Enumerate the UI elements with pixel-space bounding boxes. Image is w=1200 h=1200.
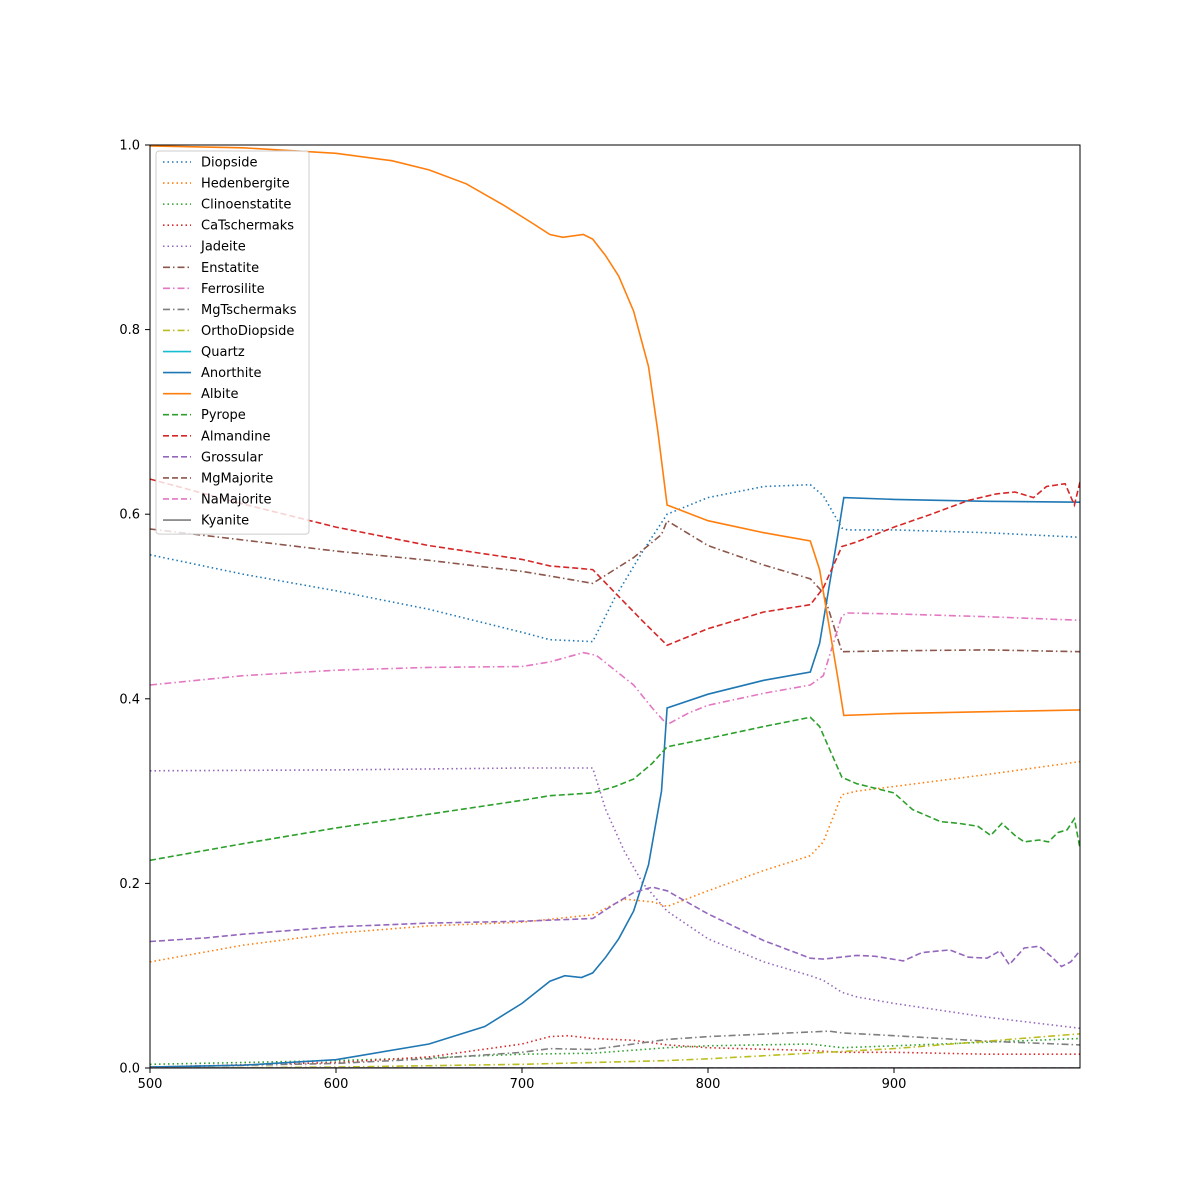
y-tick-label: 0.4 (119, 692, 140, 707)
legend-label: MgMajorite (201, 471, 273, 486)
legend-label: NaMajorite (201, 492, 272, 507)
x-tick-label: 500 (138, 1077, 163, 1092)
x-tick-label: 700 (510, 1077, 535, 1092)
x-tick-label: 800 (696, 1077, 721, 1092)
x-tick-label: 600 (324, 1077, 349, 1092)
legend-label: Clinoenstatite (201, 198, 291, 213)
legend-label: Kyanite (201, 514, 249, 529)
series-line-catschermaks (150, 1034, 1080, 1068)
y-axis: 0.0 0.2 0.4 0.6 0.8 1.0 (119, 139, 150, 1077)
plot-frame (149, 144, 1081, 1069)
series-line-diopside (150, 483, 1080, 643)
series-line-anorthite (150, 496, 1080, 1068)
series-line-ferrosilite (150, 612, 1080, 726)
legend-label: Albite (201, 387, 238, 402)
legend-label: Ferrosilite (201, 282, 265, 297)
y-tick-label: 0.6 (119, 508, 140, 523)
legend-label: Hedenbergite (201, 177, 290, 192)
series-line-almandine (150, 478, 1080, 647)
legend-label: Grossular (201, 450, 263, 465)
series-layer (150, 145, 1080, 1068)
y-tick-label: 0.0 (119, 1062, 140, 1077)
series-line-hedenbergite (150, 760, 1080, 963)
series-line-orthodiopside (150, 1033, 1080, 1068)
y-tick-label: 0.8 (119, 323, 140, 338)
legend-label: CaTschermaks (201, 219, 294, 234)
legend-label: Enstatite (201, 261, 259, 276)
series-line-albite (150, 145, 1080, 717)
y-tick-label: 1.0 (119, 139, 140, 154)
legend-label: Quartz (201, 345, 245, 360)
series-line-enstatite (150, 519, 1080, 653)
legend-box (155, 150, 310, 535)
legend: Diopside Hedenbergite Clinoenstatite CaTsch… (155, 150, 310, 535)
legend-label: Jadeite (200, 240, 246, 255)
series-line-mgtschermaks (150, 1030, 1080, 1068)
legend-label: Almandine (201, 429, 270, 444)
legend-label: Diopside (201, 156, 257, 171)
legend-label: Anorthite (201, 366, 261, 381)
series-line-jadeite (150, 767, 1080, 1030)
series-line-pyrope (150, 716, 1080, 862)
legend-label: Pyrope (201, 408, 246, 423)
legend-label: OrthoDiopside (201, 324, 294, 339)
x-tick-label: 900 (882, 1077, 907, 1092)
y-tick-label: 0.2 (119, 877, 140, 892)
legend-label: MgTschermaks (201, 303, 297, 318)
x-axis: 500 600 700 800 900 (138, 1068, 907, 1092)
series-line-grossular (150, 886, 1080, 968)
